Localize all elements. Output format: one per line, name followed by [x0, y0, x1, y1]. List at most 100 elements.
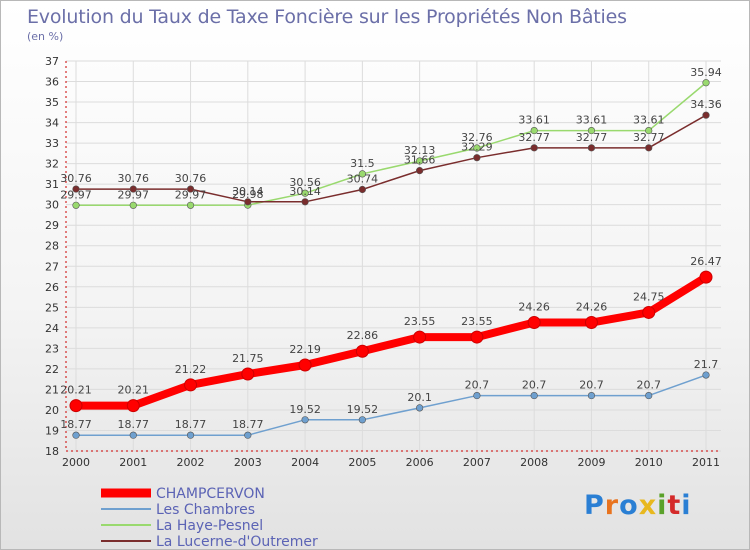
data-point: [298, 358, 312, 372]
data-label: 21.7: [694, 358, 719, 371]
data-label: 22.19: [289, 343, 321, 356]
data-label: 22.86: [347, 329, 379, 342]
data-label: 29.98: [232, 188, 264, 201]
data-label: 20.7: [636, 379, 661, 392]
data-label: 23.55: [461, 315, 493, 328]
y-tick-label: 23: [45, 342, 59, 355]
data-label: 30.76: [175, 172, 207, 185]
legend-label: CHAMPCERVON: [156, 486, 265, 502]
logo-letter: P: [584, 490, 605, 521]
data-point: [645, 391, 653, 400]
data-point: [186, 185, 195, 193]
data-point: [587, 144, 596, 152]
data-label: 20.21: [60, 384, 92, 397]
y-tick-label: 20: [45, 404, 59, 417]
y-tick-label: 26: [45, 281, 59, 294]
data-point: [587, 126, 596, 135]
data-label: 30.14: [289, 185, 321, 198]
data-point: [241, 367, 255, 381]
y-tick-label: 25: [45, 301, 59, 314]
data-point: [473, 391, 481, 400]
y-tick-label: 22: [45, 363, 59, 376]
data-label: 18.77: [60, 418, 92, 431]
y-tick-label: 19: [45, 424, 59, 437]
data-label: 31.5: [350, 157, 375, 170]
logo-letter: o: [619, 490, 639, 521]
data-point: [358, 416, 366, 424]
x-tick-label: 2004: [291, 456, 319, 469]
data-label: 32.76: [461, 131, 493, 144]
data-label: 18.77: [232, 418, 264, 431]
data-label: 30.76: [118, 172, 150, 185]
data-label: 33.61: [576, 114, 608, 127]
data-label: 24.26: [518, 301, 550, 314]
data-label: 20.1: [407, 391, 432, 404]
x-tick-label: 2007: [463, 456, 491, 469]
data-point: [184, 378, 198, 392]
data-point: [527, 316, 541, 330]
data-point: [129, 185, 137, 193]
series-line: [72, 273, 710, 410]
data-label: 23.55: [404, 315, 436, 328]
legend-label: La Haye-Pesnel: [156, 518, 263, 534]
data-label: 18.77: [118, 418, 150, 431]
data-label: 31.66: [404, 154, 436, 167]
data-point: [186, 431, 195, 439]
data-point: [126, 399, 140, 413]
data-point: [702, 79, 710, 87]
y-tick-label: 31: [45, 178, 59, 191]
data-label: 32.13: [404, 144, 436, 157]
y-tick-label: 30: [45, 199, 59, 212]
data-point: [699, 270, 713, 284]
data-point: [473, 154, 481, 162]
legend-label: La Lucerne-d'Outremer: [156, 534, 318, 550]
data-point: [301, 189, 309, 197]
data-label: 19.52: [289, 403, 321, 416]
x-tick-label: 2003: [234, 456, 262, 469]
data-label: 30.56: [289, 176, 321, 189]
data-label: 20.21: [118, 384, 150, 397]
series-line: [75, 82, 707, 207]
data-point: [72, 201, 80, 209]
data-point: [355, 344, 369, 358]
data-label: 33.61: [518, 114, 550, 127]
data-label: 30.74: [347, 172, 379, 185]
x-tick-label: 2000: [62, 456, 90, 469]
y-tick-label: 24: [45, 322, 59, 335]
x-tick-label: 2009: [577, 456, 605, 469]
series-line: [75, 374, 707, 436]
data-point: [587, 391, 596, 400]
logo-letter: x: [638, 490, 658, 521]
data-label: 30.14: [232, 185, 264, 198]
data-point: [72, 185, 80, 193]
y-tick-label: 29: [45, 219, 59, 232]
data-point: [702, 111, 710, 119]
data-label: 18.77: [175, 418, 207, 431]
data-label: 32.29: [461, 141, 493, 154]
data-label: 29.97: [60, 188, 92, 201]
data-label: 29.97: [175, 188, 207, 201]
data-label: 21.75: [232, 352, 264, 365]
y-tick-label: 36: [45, 76, 59, 89]
data-point: [530, 391, 538, 400]
logo-letter: t: [667, 490, 682, 521]
data-label: 32.77: [576, 131, 608, 144]
data-point: [358, 185, 366, 194]
proxiti-logo: Proxiti: [584, 490, 692, 521]
data-label: 21.22: [175, 363, 207, 376]
x-tick-label: 2008: [520, 456, 548, 469]
data-point: [69, 399, 83, 413]
data-point: [416, 157, 424, 165]
data-label: 20.7: [465, 379, 490, 392]
x-tick-label: 2001: [119, 456, 147, 469]
data-point: [530, 144, 538, 152]
data-label: 29.97: [118, 188, 150, 201]
data-point: [642, 305, 656, 319]
y-tick-label: 18: [45, 445, 59, 458]
data-point: [416, 167, 424, 175]
data-point: [301, 198, 309, 206]
data-point: [473, 144, 481, 152]
data-label: 19.52: [347, 403, 379, 416]
